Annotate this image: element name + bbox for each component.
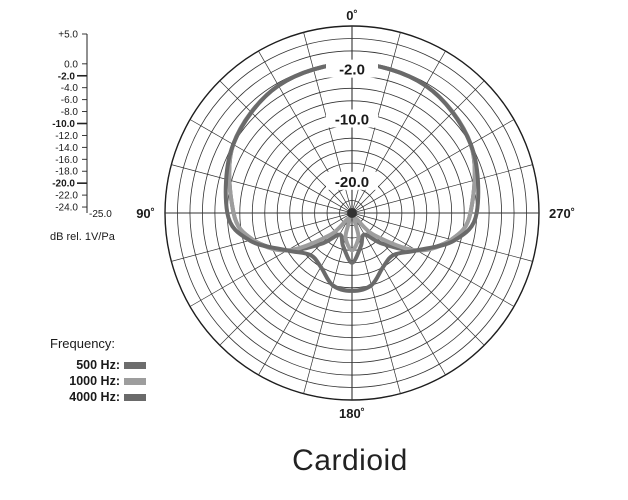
legend-swatch	[124, 361, 146, 369]
scale-tick-label: -4.0	[61, 83, 79, 94]
scale-unit-label: dB rel. 1V/Pa	[50, 231, 116, 243]
scale-tick-label: -16.0	[55, 155, 78, 166]
scale-tick-label: +5.0	[58, 30, 78, 41]
angle-label: 90˚	[136, 206, 155, 221]
angle-label: 180˚	[339, 406, 365, 421]
series-2-curve	[223, 61, 481, 293]
legend-label: 4000 Hz:	[69, 390, 120, 404]
scale-tick-label: -14.0	[55, 143, 78, 154]
legend-item-500hz: 500 Hz:	[50, 357, 146, 373]
angle-label: 270˚	[549, 206, 575, 221]
legend-swatch	[124, 377, 146, 385]
chart-title: Cardioid	[292, 444, 408, 477]
legend-title: Frequency:	[50, 336, 116, 351]
polar-curves	[223, 61, 481, 293]
ring-labels: -2.0 -10.0 -20.0	[326, 59, 378, 191]
db-scale: +5.00.0-2.0-4.0-6.0-8.0-10.0-12.0-14.0-1…	[50, 30, 116, 244]
ring-label-bg	[326, 171, 378, 190]
scale-tick-label: -6.0	[61, 95, 79, 106]
scale-tick-label: -18.0	[55, 167, 78, 178]
scale-tick-label: 0.0	[64, 59, 78, 70]
legend-swatch	[124, 393, 146, 401]
scale-end-label: -25.0	[89, 209, 112, 220]
scale-tick-label: -20.0	[52, 179, 75, 190]
legend: Frequency: 500 Hz: 1000 Hz: 4000 Hz:	[50, 336, 146, 405]
ring-label-bg	[326, 59, 378, 78]
scale-tick-label: -2.0	[58, 71, 76, 82]
center-hub	[347, 208, 357, 218]
ring-label: -20.0	[335, 174, 369, 191]
scale-tick-label: -24.0	[55, 203, 78, 214]
angle-label: 0˚	[346, 8, 358, 23]
scale-tick-label: -10.0	[52, 119, 75, 130]
legend-item-1000hz: 1000 Hz:	[50, 373, 146, 389]
scale-tick-label: -8.0	[61, 107, 79, 118]
ring-label: -10.0	[335, 112, 369, 129]
ring-label-bg	[326, 109, 378, 128]
angle-labels: 0˚ 90˚ 180˚ 270˚	[136, 8, 575, 421]
series-1-curve	[227, 61, 477, 253]
scale-tick-label: -12.0	[55, 131, 78, 142]
scale-tick-label: -22.0	[55, 191, 78, 202]
legend-label: 1000 Hz:	[69, 374, 120, 388]
ring-label: -2.0	[339, 62, 365, 79]
legend-item-4000hz: 4000 Hz:	[50, 389, 146, 405]
legend-label: 500 Hz:	[76, 358, 120, 372]
